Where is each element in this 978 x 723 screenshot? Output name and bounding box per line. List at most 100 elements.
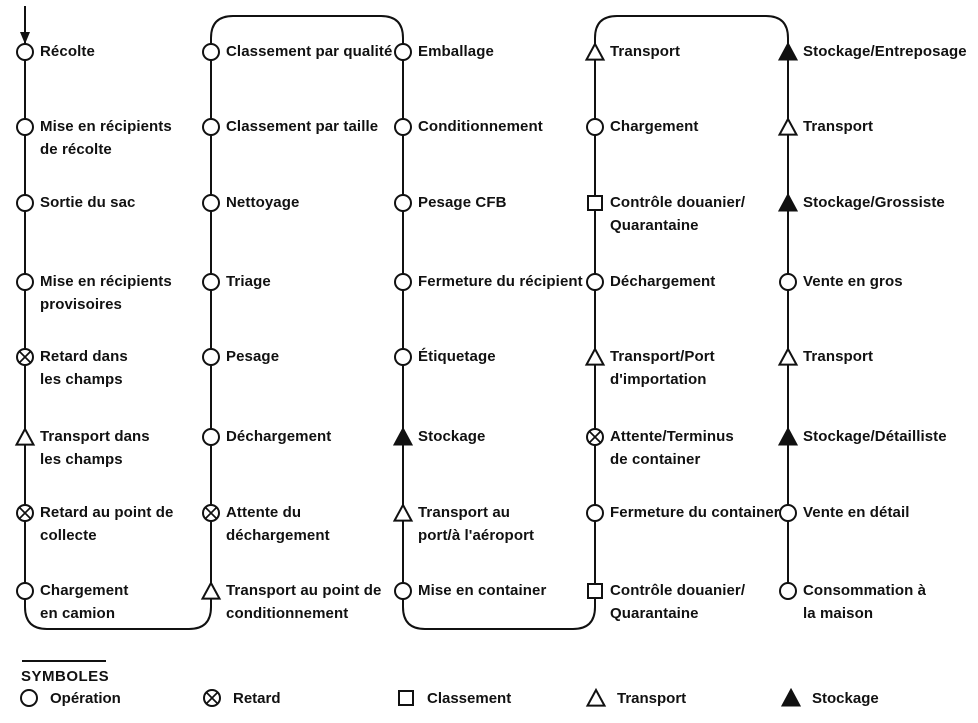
flow-line (24, 6, 789, 630)
operation-icon (392, 580, 414, 602)
step-label: Chargement en camion (40, 582, 129, 622)
step-label: Stockage/Grossiste (803, 194, 945, 211)
step-label: Mise en récipients provisoires (40, 273, 172, 313)
classement-icon (584, 580, 606, 602)
legend-item: Classement (395, 687, 511, 709)
operation-icon (392, 41, 414, 63)
step-label: Mise en container (418, 582, 547, 599)
transport-icon (200, 580, 222, 602)
operation-icon (200, 426, 222, 448)
operation-icon (777, 580, 799, 602)
legend-label: Opération (50, 689, 121, 707)
operation-icon (777, 502, 799, 524)
transport-icon (14, 426, 36, 448)
step-label: Sortie du sac (40, 194, 136, 211)
step-label: Conditionnement (418, 118, 543, 135)
step-label: Stockage/Entreposage (803, 43, 967, 60)
legend-label: Stockage (812, 689, 879, 707)
operation-icon (392, 116, 414, 138)
transport-icon (777, 346, 799, 368)
operation-icon (200, 116, 222, 138)
step-label: Transport (803, 118, 874, 135)
classement-icon (584, 192, 606, 214)
step-label: Déchargement (610, 273, 716, 290)
step-label: Contrôle douanier/ Quarantaine (610, 582, 746, 622)
step-label: Transport au port/à l'aéroport (418, 504, 535, 544)
retard-icon (14, 346, 36, 368)
stockage-icon (780, 687, 802, 709)
operation-icon (200, 346, 222, 368)
step-label: Attente/Terminus de container (610, 428, 734, 468)
step-label: Retard dans les champs (40, 348, 128, 388)
legend-rule (22, 660, 106, 662)
operation-icon (200, 271, 222, 293)
step-label: Transport au point de conditionnement (226, 582, 382, 622)
stockage-icon (777, 192, 799, 214)
stockage-icon (392, 426, 414, 448)
step-label: Consommation à la maison (803, 582, 927, 622)
legend-label: Transport (617, 689, 687, 707)
operation-icon (584, 116, 606, 138)
operation-icon (14, 41, 36, 63)
step-label: Attente du déchargement (226, 504, 330, 544)
retard-icon (584, 426, 606, 448)
legend-label: Retard (233, 689, 281, 707)
legend-item: Transport (585, 687, 686, 709)
classement-icon (395, 687, 417, 709)
step-label: Transport/Port d'importation (610, 348, 715, 388)
step-label: Nettoyage (226, 194, 300, 211)
step-label: Classement par qualité (226, 43, 393, 60)
retard-icon (200, 502, 222, 524)
legend-title: SYMBOLES (21, 668, 110, 685)
operation-icon (14, 271, 36, 293)
step-label: Stockage/Détailliste (803, 428, 947, 445)
step-label: Triage (226, 273, 271, 290)
legend-item: Opération (18, 687, 121, 709)
operation-icon (18, 687, 40, 709)
step-label: Pesage (226, 348, 280, 365)
retard-icon (14, 502, 36, 524)
step-label: Mise en récipients de récolte (40, 118, 172, 158)
operation-icon (584, 271, 606, 293)
step-label: Transport dans les champs (40, 428, 150, 468)
step-label: Transport (610, 43, 681, 60)
operation-icon (14, 192, 36, 214)
transport-icon (584, 41, 606, 63)
step-label: Contrôle douanier/ Quarantaine (610, 194, 746, 234)
transport-icon (392, 502, 414, 524)
transport-icon (584, 346, 606, 368)
legend-label: Classement (427, 689, 512, 707)
step-label: Récolte (40, 43, 95, 60)
operation-icon (392, 192, 414, 214)
step-label: Emballage (418, 43, 494, 60)
step-label: Étiquetage (418, 348, 496, 365)
stockage-icon (777, 41, 799, 63)
step-label: Chargement (610, 118, 699, 135)
step-label: Pesage CFB (418, 194, 507, 211)
operation-icon (392, 346, 414, 368)
operation-icon (14, 580, 36, 602)
step-label: Transport (803, 348, 874, 365)
step-label: Fermeture du récipient (418, 273, 583, 290)
operation-icon (14, 116, 36, 138)
entry-arrowhead-icon (20, 32, 30, 44)
step-label: Fermeture du container (610, 504, 780, 521)
stockage-icon (777, 426, 799, 448)
transport-icon (585, 687, 607, 709)
operation-icon (200, 41, 222, 63)
step-label: Stockage (418, 428, 486, 445)
legend-item: Stockage (780, 687, 879, 709)
retard-icon (201, 687, 223, 709)
step-label: Classement par taille (226, 118, 379, 135)
step-label: Retard au point de collecte (40, 504, 174, 544)
operation-icon (584, 502, 606, 524)
operation-icon (392, 271, 414, 293)
operation-icon (200, 192, 222, 214)
step-label: Déchargement (226, 428, 332, 445)
transport-icon (777, 116, 799, 138)
step-label: Vente en détail (803, 504, 910, 521)
operation-icon (777, 271, 799, 293)
step-label: Vente en gros (803, 273, 903, 290)
